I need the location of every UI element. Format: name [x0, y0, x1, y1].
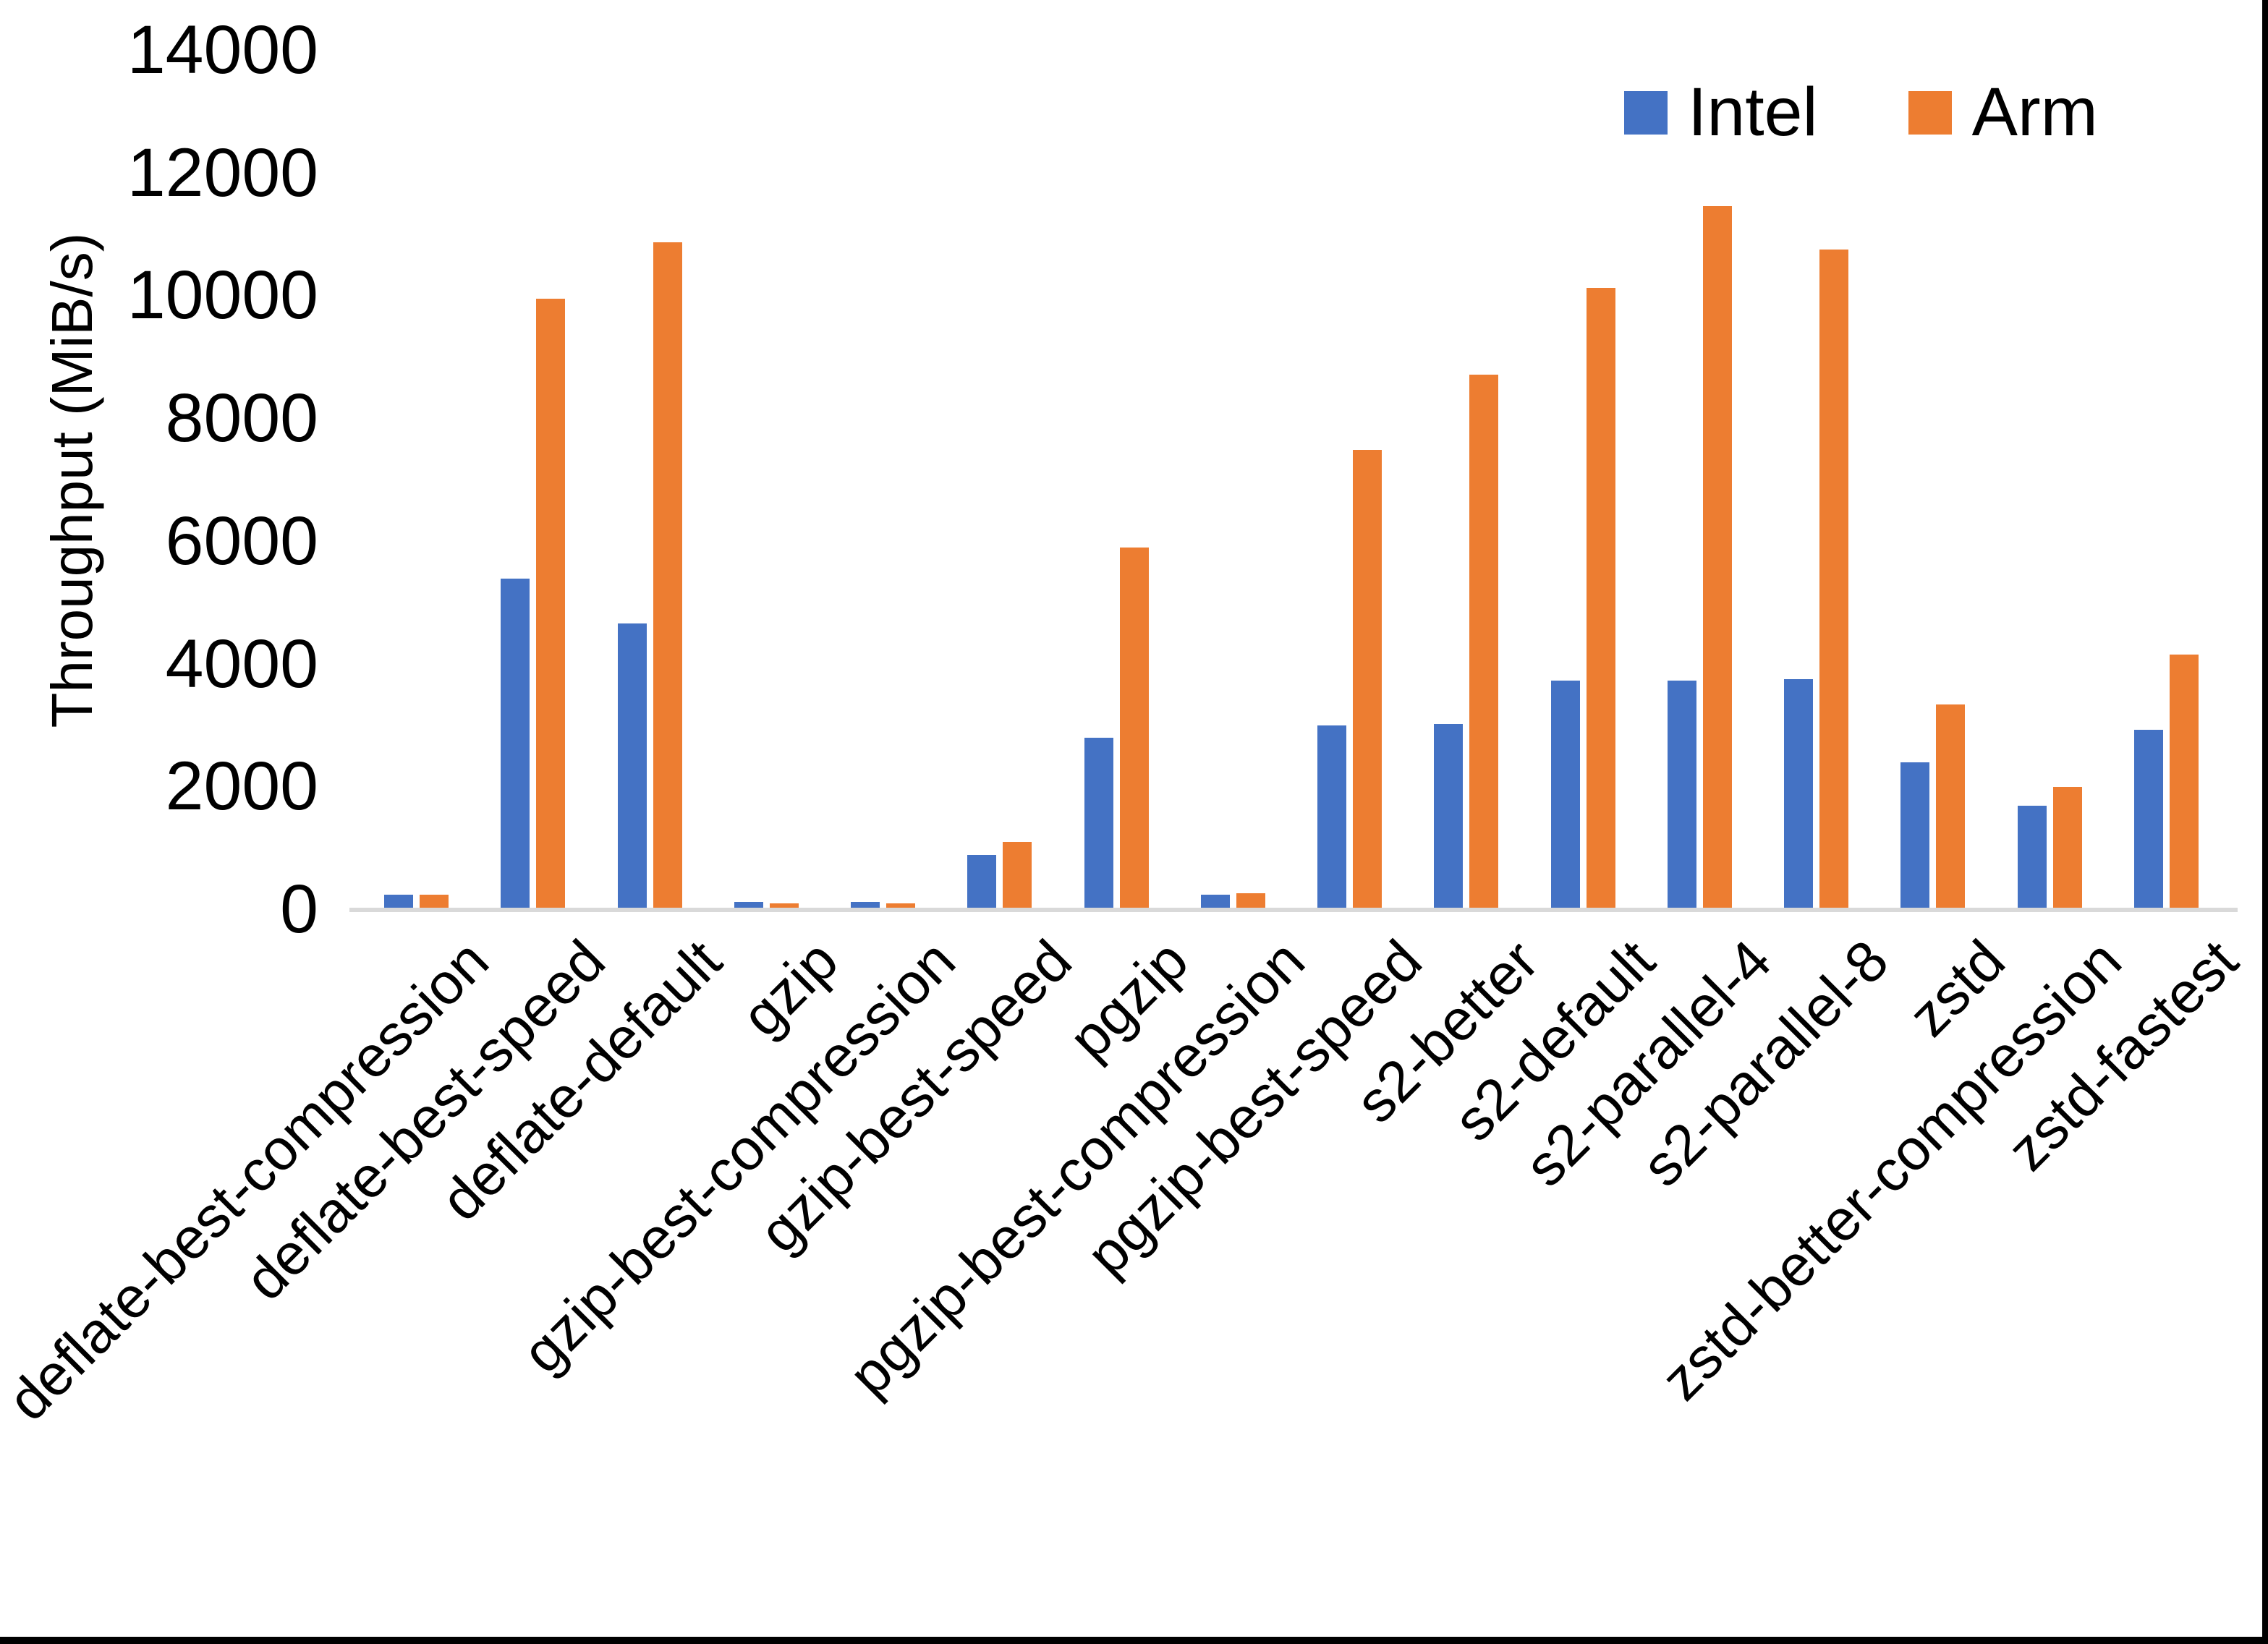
bar-intel-zstd: [1900, 762, 1930, 910]
arm-series-swatch-icon: [1908, 90, 1952, 135]
y-tick-label-2000: 2000: [165, 748, 318, 825]
bar-intel-gzip: [734, 902, 763, 910]
bar-group-gzip-best-speed: [941, 51, 1058, 910]
x-axis-line: [349, 908, 2238, 912]
screenshot-bottom-border: [0, 1637, 2268, 1644]
y-tick-label-10000: 10000: [127, 257, 318, 334]
bar-intel-gzip-best-compression: [851, 902, 880, 910]
bar-group-s2-parallel-4: [1641, 51, 1758, 910]
bar-arm-zstd-fastest: [2169, 655, 2199, 910]
bar-intel-s2-parallel-8: [1784, 679, 1814, 910]
bar-arm-s2-default: [1586, 288, 1615, 910]
bar-arm-deflate-default: [653, 242, 682, 910]
bar-arm-deflate-best-compression: [420, 895, 449, 910]
legend-label-arm: Arm: [1971, 74, 2098, 150]
bar-arm-gzip: [769, 903, 799, 910]
bar-intel-zstd-better-compression: [2017, 806, 2047, 910]
bar-arm-s2-parallel-4: [1702, 206, 1732, 910]
y-tick-label-8000: 8000: [165, 380, 318, 457]
bar-group-s2-parallel-8: [1758, 51, 1874, 910]
bar-arm-pgzip-best-compression: [1236, 893, 1265, 910]
bar-group-pgzip: [1058, 51, 1175, 910]
bar-intel-s2-default: [1550, 681, 1580, 910]
y-tick-label-0: 0: [280, 871, 318, 947]
bar-group-s2-default: [1525, 51, 1641, 910]
y-tick-label-4000: 4000: [165, 625, 318, 702]
bar-arm-deflate-best-speed: [536, 299, 566, 910]
bar-arm-gzip-best-compression: [886, 903, 916, 910]
bar-intel-pgzip-best-compression: [1200, 895, 1230, 910]
bar-groups: [358, 51, 2225, 910]
bar-group-zstd-fastest: [2108, 51, 2225, 910]
intel-series-swatch-icon: [1624, 90, 1668, 135]
x-category-label-deflate-best-compression: deflate-best-compression: [0, 927, 501, 1433]
y-tick-label-12000: 12000: [127, 134, 318, 211]
bar-arm-pgzip: [1119, 548, 1149, 910]
bar-arm-gzip-best-speed: [1003, 842, 1032, 910]
bar-intel-pgzip-best-speed: [1317, 725, 1347, 910]
bar-group-pgzip-best-compression: [1175, 51, 1291, 910]
bar-group-zstd-better-compression: [1992, 51, 2108, 910]
bar-intel-zstd-fastest: [2133, 730, 2163, 910]
bar-group-deflate-default: [592, 51, 708, 910]
plot-area: [349, 51, 2238, 912]
bar-group-zstd: [1874, 51, 1991, 910]
bar-group-s2-better: [1408, 51, 1524, 910]
bar-intel-s2-better: [1434, 724, 1464, 910]
screenshot-right-border: [2262, 0, 2268, 1644]
bar-group-deflate-best-speed: [475, 51, 591, 910]
bar-intel-deflate-best-compression: [384, 895, 414, 910]
bar-arm-s2-parallel-8: [1819, 250, 1849, 910]
bar-intel-deflate-default: [617, 623, 647, 910]
bar-group-gzip: [708, 51, 825, 910]
y-tick-label-6000: 6000: [165, 502, 318, 579]
bar-arm-pgzip-best-speed: [1353, 450, 1383, 910]
legend-item-intel: Intel: [1624, 78, 1818, 147]
legend: Intel Arm: [1624, 78, 2098, 147]
bar-intel-s2-parallel-4: [1667, 681, 1696, 910]
bar-group-pgzip-best-speed: [1291, 51, 1408, 910]
legend-label-intel: Intel: [1688, 74, 1818, 150]
bar-intel-deflate-best-speed: [501, 579, 530, 910]
bar-arm-s2-better: [1469, 375, 1499, 910]
legend-item-arm: Arm: [1908, 78, 2098, 147]
bar-group-deflate-best-compression: [358, 51, 475, 910]
bar-intel-pgzip: [1084, 738, 1113, 910]
bar-intel-gzip-best-speed: [967, 855, 997, 910]
y-tick-label-14000: 14000: [127, 12, 318, 88]
bar-group-gzip-best-compression: [825, 51, 941, 910]
bar-arm-zstd: [1936, 704, 1966, 910]
bar-arm-zstd-better-compression: [2052, 787, 2082, 910]
